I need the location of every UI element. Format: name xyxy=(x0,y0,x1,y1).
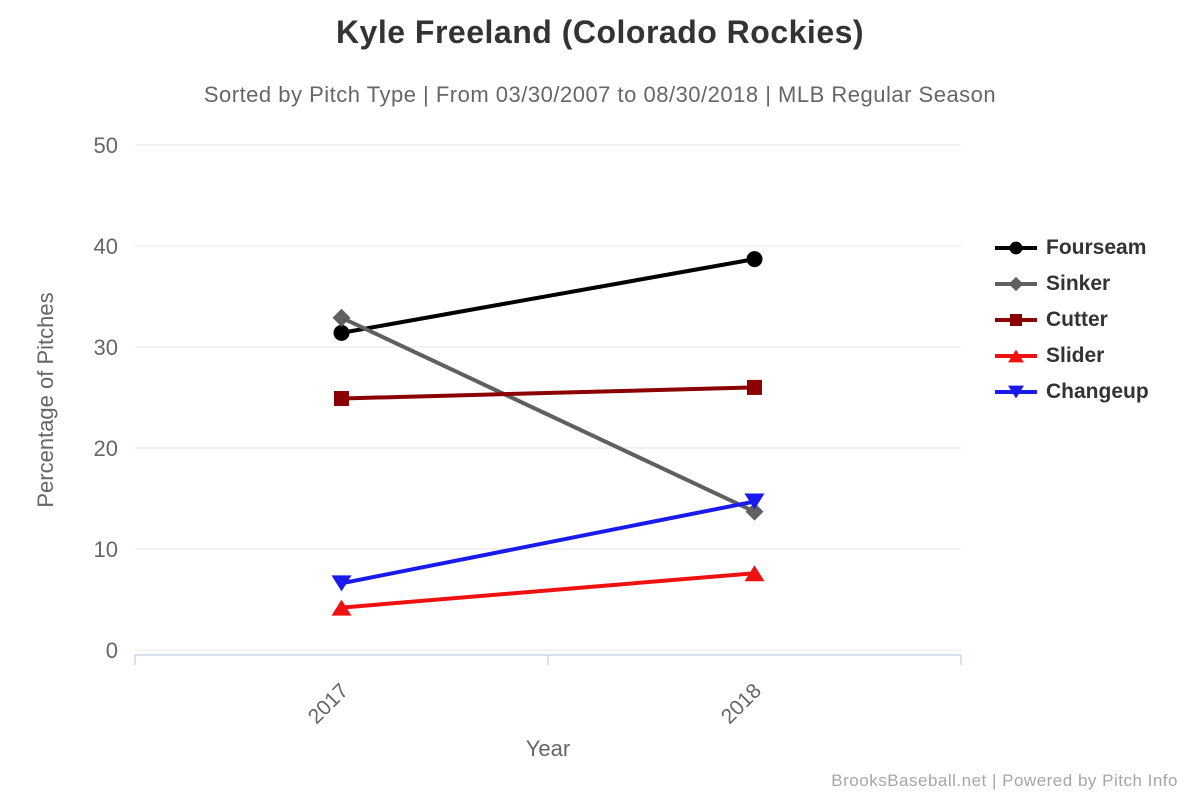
point-slider-2018[interactable] xyxy=(744,565,765,582)
point-slider-2017[interactable] xyxy=(331,599,352,616)
y-tick-label: 10 xyxy=(94,537,118,562)
point-cutter-2018[interactable] xyxy=(747,379,762,395)
point-fourseam-2017[interactable] xyxy=(333,324,350,341)
point-sinker-2017[interactable] xyxy=(332,308,351,327)
legend-item-slider[interactable]: Slider xyxy=(994,338,1149,374)
series-line-changeup[interactable] xyxy=(341,499,755,586)
y-tick-label: 0 xyxy=(106,638,118,663)
x-category-label: 2018 xyxy=(717,679,766,728)
legend-label: Slider xyxy=(1046,344,1105,367)
point-changeup-2018[interactable] xyxy=(744,493,765,510)
legend: Fourseam Sinker Cutter Slider Changeup xyxy=(994,230,1149,410)
point-cutter-2017[interactable] xyxy=(334,391,349,407)
changeup-legend-marker-icon xyxy=(995,385,1037,399)
legend-item-sinker[interactable]: Sinker xyxy=(994,266,1149,302)
chart-title: Kyle Freeland (Colorado Rockies) xyxy=(335,14,865,50)
sinker-marker-icon[interactable] xyxy=(1008,276,1024,292)
slider-legend-marker-icon xyxy=(995,349,1037,363)
sinker-legend-marker-icon xyxy=(995,276,1037,292)
legend-label: Fourseam xyxy=(1046,236,1147,259)
legend-item-fourseam[interactable]: Fourseam xyxy=(994,230,1149,266)
cutter-marker-icon[interactable] xyxy=(1010,314,1022,326)
point-sinker-2018[interactable] xyxy=(745,502,764,521)
fourseam-marker-icon[interactable] xyxy=(1009,241,1023,255)
y-tick-label: 50 xyxy=(94,133,118,158)
y-tick-label: 20 xyxy=(94,436,118,461)
legend-label: Sinker xyxy=(1046,272,1111,295)
series-line-fourseam[interactable] xyxy=(341,257,755,335)
point-changeup-2017[interactable] xyxy=(331,575,352,592)
legend-label: Cutter xyxy=(1046,308,1108,331)
chart-subtitle: Sorted by Pitch Type | From 03/30/2007 t… xyxy=(203,82,997,107)
changeup-marker-icon[interactable] xyxy=(1008,385,1024,399)
slider-marker-icon[interactable] xyxy=(1008,349,1024,363)
point-fourseam-2018[interactable] xyxy=(746,251,763,268)
series-line-sinker[interactable] xyxy=(340,315,756,514)
y-tick-label: 40 xyxy=(94,234,118,259)
x-category-label: 2017 xyxy=(304,679,353,728)
series-line-slider[interactable] xyxy=(341,571,755,610)
y-axis-title: Percentage of Pitches xyxy=(33,292,58,508)
credits-link[interactable]: BrooksBaseball.net | Powered by Pitch In… xyxy=(831,771,1178,790)
x-axis-title: Year xyxy=(525,736,571,761)
fourseam-legend-marker-icon xyxy=(995,241,1037,255)
legend-label: Changeup xyxy=(1046,380,1149,403)
series-line-cutter[interactable] xyxy=(341,385,755,401)
legend-item-changeup[interactable]: Changeup xyxy=(994,374,1149,410)
y-tick-label: 30 xyxy=(94,335,118,360)
legend-item-cutter[interactable]: Cutter xyxy=(994,302,1149,338)
cutter-legend-marker-icon xyxy=(995,314,1037,326)
